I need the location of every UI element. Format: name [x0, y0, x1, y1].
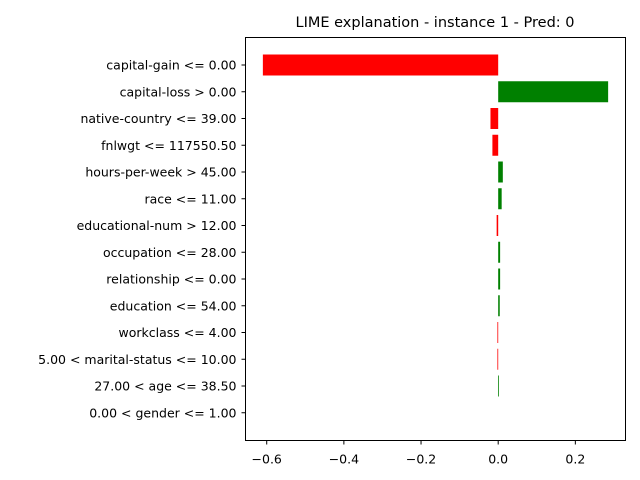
y-tick-label: capital-gain <= 0.00 — [106, 58, 236, 73]
y-tick-label: relationship <= 0.00 — [106, 272, 236, 287]
bar — [497, 348, 499, 370]
bar — [490, 108, 499, 129]
y-axis-labels: capital-gain <= 0.00 capital-loss > 0.00 n… — [38, 58, 246, 420]
x-axis: −0.6 −0.4 −0.2 0.0 0.2 — [252, 440, 585, 467]
bar — [496, 215, 499, 236]
bar — [497, 322, 499, 343]
bar — [498, 375, 499, 397]
bar — [498, 295, 500, 317]
bar — [498, 241, 501, 263]
x-tick-label: −0.2 — [406, 452, 436, 467]
y-tick-label: hours-per-week > 45.00 — [85, 165, 236, 180]
y-tick-label: 27.00 < age <= 38.50 — [94, 379, 236, 394]
y-tick-label: capital-loss > 0.00 — [120, 84, 237, 99]
y-tick-label: 5.00 < marital-status <= 10.00 — [38, 352, 236, 367]
y-tick-label: workclass <= 4.00 — [118, 325, 236, 340]
x-tick-label: 0.0 — [488, 452, 508, 467]
bars-group — [262, 54, 609, 397]
y-tick-label: educational-num > 12.00 — [77, 218, 237, 233]
bar — [498, 268, 501, 290]
chart-title: LIME explanation - instance 1 - Pred: 0 — [296, 15, 575, 31]
y-tick-label: 0.00 < gender <= 1.00 — [89, 405, 236, 420]
plot-frame — [245, 37, 626, 441]
bar — [498, 188, 502, 210]
bar — [498, 161, 503, 183]
bar — [492, 134, 499, 156]
bar — [498, 81, 609, 103]
x-tick-label: −0.4 — [329, 452, 359, 467]
bar — [262, 54, 499, 76]
y-tick-label: native-country <= 39.00 — [80, 111, 236, 126]
y-tick-label: occupation <= 28.00 — [103, 245, 237, 260]
x-tick-label: 0.2 — [565, 452, 585, 467]
y-tick-label: fnlwgt <= 117550.50 — [101, 138, 236, 153]
y-tick-label: education <= 54.00 — [110, 298, 237, 313]
x-tick-label: −0.6 — [252, 452, 282, 467]
y-tick-label: race <= 11.00 — [144, 191, 236, 206]
